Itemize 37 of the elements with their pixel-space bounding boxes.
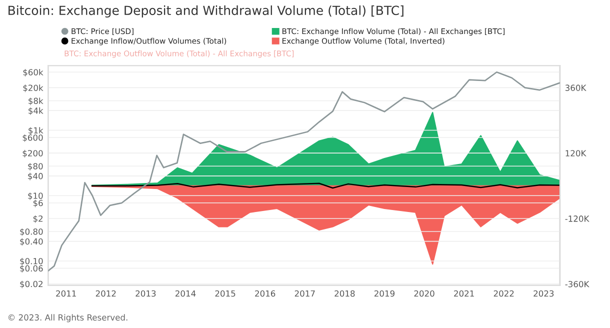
y-tick-label: $6 xyxy=(33,200,43,208)
y-tick-label: $10 xyxy=(28,192,43,200)
y2-tick-label: 360K xyxy=(565,84,586,91)
x-tick-label: 2017 xyxy=(294,290,315,297)
x-tick-label: 2011 xyxy=(56,290,76,297)
chart-title: Bitcoin: Exchange Deposit and Withdrawal Volume (Total) [BTC] xyxy=(8,5,404,18)
y-tick-label: $20k xyxy=(23,84,44,92)
y-tick-label: $0.02 xyxy=(20,280,42,288)
y-tick-label: $8k xyxy=(28,98,44,106)
y-tick-label: $80 xyxy=(28,162,43,170)
y-tick-label: $0.06 xyxy=(20,265,43,273)
x-tick-label: 2022 xyxy=(494,290,514,297)
x-tick-label: 2020 xyxy=(414,290,434,297)
y-tick-label: $200 xyxy=(22,150,43,158)
y2-tick-label: 120K xyxy=(566,150,586,156)
text: © 2023. All Rights Reserved. xyxy=(8,314,128,322)
y-tick-label: $40 xyxy=(28,172,43,180)
x-tick-label: 2015 xyxy=(215,290,236,297)
x-tick-label: 2023 xyxy=(534,290,554,297)
y-tick-label: $0.80 xyxy=(20,228,43,236)
y-tick-label: $0.40 xyxy=(20,238,43,246)
y-tick-label: $600 xyxy=(22,134,43,142)
y-tick-label: $4k xyxy=(28,107,44,115)
x-tick-label: 2016 xyxy=(255,290,276,297)
y-tick-label: $1k xyxy=(28,127,44,135)
x-tick-label: 2014 xyxy=(175,290,196,297)
y2-tick-label: -360K xyxy=(565,280,590,288)
x-tick-label: 2012 xyxy=(96,290,116,297)
x-tick-label: 2013 xyxy=(136,290,156,297)
line-series xyxy=(48,71,560,272)
x-tick-label: 2021 xyxy=(454,290,474,297)
y2-tick-label: -120K xyxy=(565,216,590,222)
y-tick-label: $0.10 xyxy=(20,258,43,266)
x-tick-label: 2019 xyxy=(374,290,394,297)
y-tick-label: $2 xyxy=(33,215,42,223)
x-tick-label: 2018 xyxy=(334,290,355,297)
y-tick-label: $60k xyxy=(23,68,44,77)
